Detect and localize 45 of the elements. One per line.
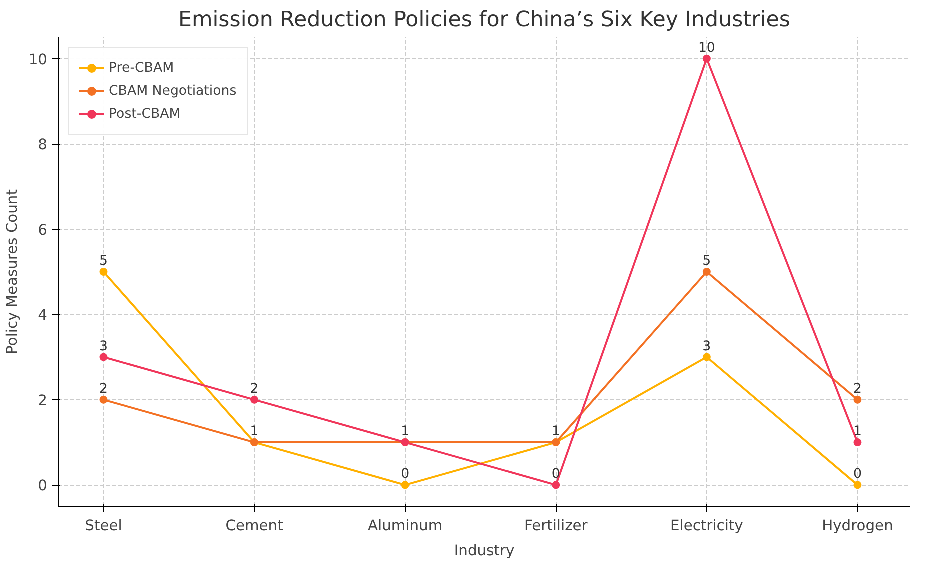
- data-label: 2: [100, 382, 108, 397]
- data-label: 5: [100, 254, 108, 269]
- data-label: 1: [250, 424, 259, 440]
- x-tick-label: Aluminum: [368, 518, 443, 534]
- point: [702, 268, 711, 276]
- point: [702, 353, 711, 362]
- legend-label: Pre-CBAM: [109, 60, 174, 76]
- x-axis-title: Industry: [454, 542, 515, 560]
- legend-label: Post-CBAM: [109, 106, 181, 122]
- y-tick-label: 8: [38, 136, 48, 154]
- y-tick-label: 0: [38, 478, 48, 495]
- data-label: 1: [552, 424, 560, 440]
- point: [401, 481, 410, 490]
- chart-title: Emission Reduction Policies for China’s Six Key Industries: [178, 8, 791, 32]
- y-tick-label: 2: [38, 392, 48, 410]
- point: [250, 396, 259, 404]
- x-tick-label: Steel: [85, 518, 122, 534]
- x-tick-label: Electricity: [670, 518, 744, 534]
- y-axis-title: Policy Measures Count: [4, 189, 21, 354]
- data-label: 1: [401, 424, 410, 440]
- data-label: 5: [702, 254, 712, 269]
- data-label: 0: [853, 467, 862, 482]
- point: [854, 396, 862, 404]
- point: [854, 481, 862, 490]
- x-tick-label: Fertilizer: [524, 518, 589, 534]
- y-tick-label: 6: [38, 222, 48, 239]
- legend-label: CBAM Negotiations: [109, 84, 237, 98]
- data-label: 10: [698, 40, 716, 56]
- x-tick-label: Cement: [226, 518, 284, 534]
- point: [702, 54, 711, 63]
- data-label: 0: [552, 467, 560, 482]
- y-tick-label: 10: [28, 51, 48, 68]
- data-label: 2: [250, 382, 259, 397]
- point: [100, 268, 108, 276]
- data-label: 3: [100, 339, 108, 354]
- point: [100, 353, 108, 362]
- data-label: 3: [702, 339, 712, 354]
- point: [552, 481, 560, 490]
- point: [854, 438, 862, 447]
- data-label: 1: [853, 424, 862, 440]
- point: [100, 396, 108, 404]
- data-label: 2: [853, 382, 862, 397]
- x-tick-label: Hydrogen: [822, 518, 894, 534]
- y-tick-label: 4: [38, 307, 48, 324]
- data-label: 0: [401, 467, 410, 482]
